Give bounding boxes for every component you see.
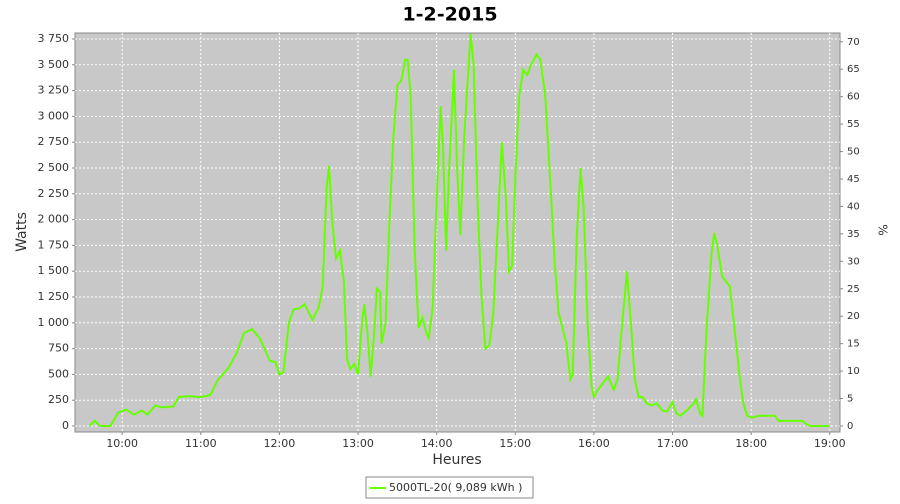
chart-title: 1-2-2015: [402, 4, 497, 26]
plot-area: [74, 32, 841, 433]
y-tick-label: 3 250: [38, 84, 70, 97]
y-tick-label: 250: [48, 393, 69, 406]
y2-tick-label: 25: [847, 284, 860, 295]
y2-axis-label: %: [876, 224, 890, 235]
y2-tick-label: 30: [847, 256, 860, 267]
y2-tick-label: 0: [847, 421, 853, 432]
x-tick-label: 18:00: [735, 437, 767, 450]
y-tick-label: 2 250: [38, 187, 70, 200]
y2-tick-label: 45: [847, 174, 860, 185]
x-tick-label: 19:00: [814, 437, 846, 450]
x-tick-label: 11:00: [185, 437, 217, 450]
y-tick-label: 1 750: [38, 238, 70, 251]
x-tick-label: 15:00: [499, 437, 531, 450]
y2-tick-label: 10: [847, 366, 860, 377]
y-tick-label: 2 500: [38, 161, 70, 174]
y-tick-label: 3 000: [38, 109, 70, 122]
data-line: [88, 33, 830, 427]
y2-tick-label: 5: [847, 394, 853, 405]
x-tick-label: 12:00: [264, 437, 296, 450]
x-tick-label: 13:00: [342, 437, 374, 450]
x-tick-label: 10:00: [106, 437, 138, 450]
y2-tick-label: 15: [847, 339, 860, 350]
legend-label: 5000TL-20( 9,089 kWh ): [389, 481, 522, 494]
legend: [365, 476, 534, 499]
y-tick-label: 2 750: [38, 135, 70, 148]
y-tick-label: 1 500: [38, 264, 70, 277]
y2-tick-label: 35: [847, 229, 860, 240]
y-tick-label: 750: [48, 342, 69, 355]
x-tick-label: 16:00: [578, 437, 610, 450]
x-tick-label: 17:00: [657, 437, 689, 450]
y2-tick-label: 20: [847, 311, 860, 322]
y-tick-label: 1 000: [38, 316, 70, 329]
y2-tick-label: 40: [847, 201, 860, 212]
y-tick-label: 2 000: [38, 213, 70, 226]
y-tick-label: 3 500: [38, 58, 70, 71]
y2-tick-label: 65: [847, 64, 860, 75]
x-tick-label: 14:00: [421, 437, 453, 450]
y2-tick-label: 70: [847, 37, 860, 48]
y2-tick-label: 55: [847, 119, 860, 130]
y-tick-label: 0: [62, 419, 69, 432]
y-tick-label: 500: [48, 367, 69, 380]
y-tick-label: 1 250: [38, 290, 70, 303]
y2-tick-label: 60: [847, 92, 860, 103]
y2-tick-label: 50: [847, 147, 860, 158]
x-axis-label: Heures: [432, 452, 481, 468]
y-axis-label: Watts: [14, 212, 30, 252]
y-tick-label: 3 750: [38, 32, 70, 45]
